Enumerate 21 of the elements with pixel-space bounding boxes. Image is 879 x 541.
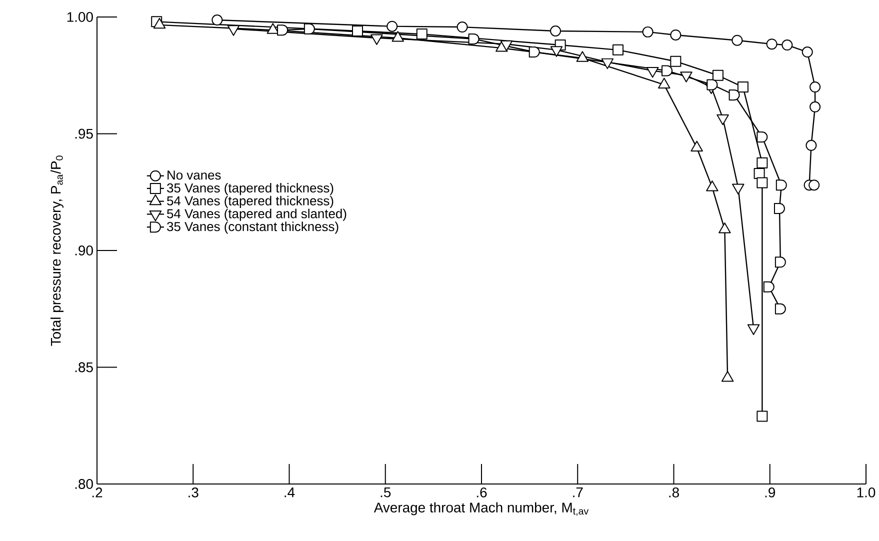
x-tick-label: .9 (765, 488, 776, 498)
y-axis-title: Total pressure recovery, P$_{aa}$/P$_{0}$ (50, 156, 64, 346)
x-tick-label: .8 (669, 488, 679, 498)
x-tick-label: .4 (284, 488, 295, 498)
x-axis-title: Average throat Mach number, M$_{t,av}$ (374, 502, 589, 516)
y-tick-label: 1.00 (67, 12, 93, 22)
x-tick-label: .3 (188, 488, 198, 498)
x-tick-label: 1.0 (857, 488, 876, 498)
legend-label: 54 Vanes (tapered and slanted) (167, 208, 346, 221)
legend-label: 54 Vanes (tapered thickness) (167, 196, 334, 208)
y-tick-label: .90 (75, 246, 93, 256)
x-tick-label: .5 (380, 488, 391, 498)
legend-label: No vanes (168, 170, 221, 180)
x-tick-label: .2 (92, 488, 102, 498)
x-tick-label: .7 (573, 488, 583, 498)
legend-label: 35 Vanes (constant thickness) (167, 222, 338, 234)
x-tick-label: .6 (476, 488, 487, 498)
legend-label: 35 Vanes (tapered thickness) (167, 183, 334, 196)
y-tick-label: .80 (75, 479, 93, 489)
y-tick-label: .95 (75, 128, 93, 139)
y-tick-label: .85 (75, 362, 93, 372)
